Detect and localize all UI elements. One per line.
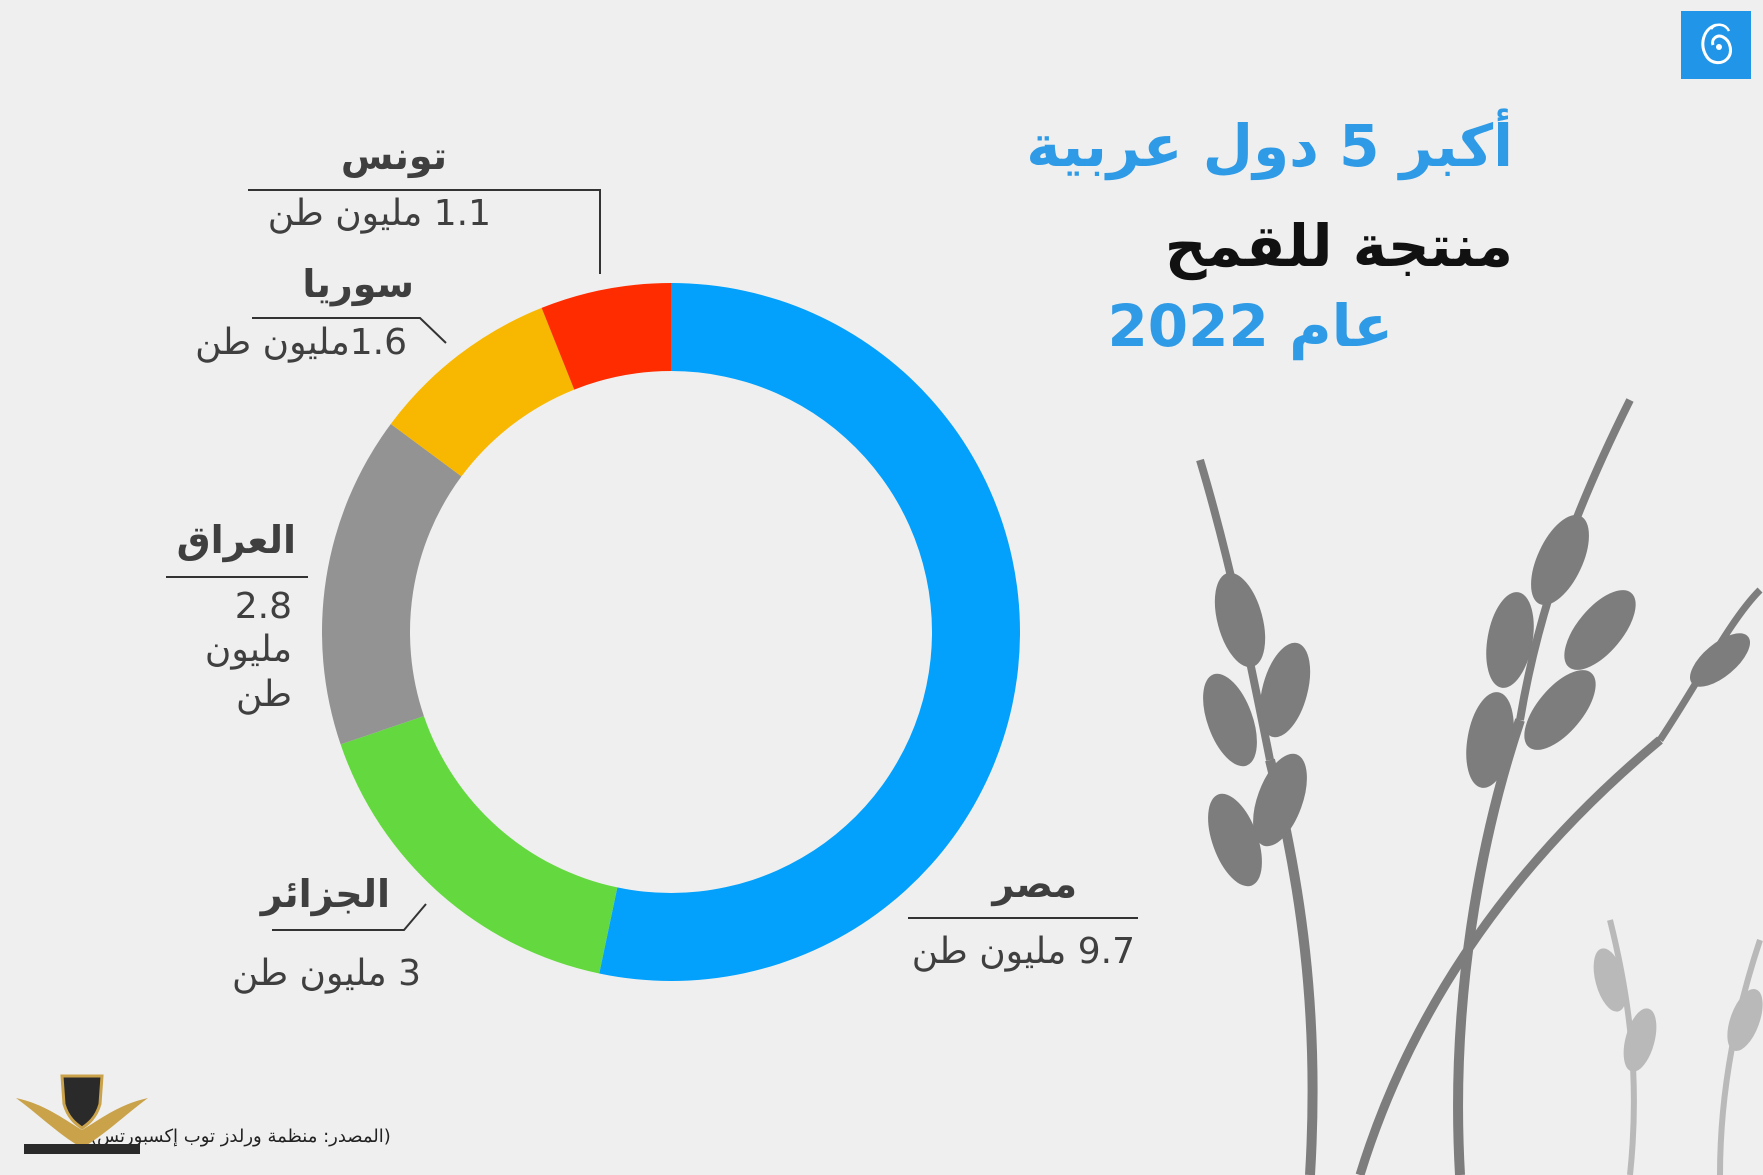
label-iraq-value-line-1: 2.8 (234, 586, 292, 627)
slice-algeria (340, 716, 618, 974)
label-tunisia-value: 1.1 مليون طن (267, 193, 491, 234)
label-egypt-value: 9.7 مليون طن (911, 931, 1135, 972)
label-iraq-value-line-2: مليون (204, 629, 292, 670)
label-tunisia-name: تونس (340, 134, 447, 178)
label-iraq-name: العراق (176, 518, 296, 562)
label-syria-name: سوريا (302, 262, 414, 306)
label-iraq-value-line-3: طن (235, 674, 292, 715)
slice-egypt (599, 283, 1020, 981)
slice-syria (390, 307, 575, 477)
title-line-3: عام 2022 (1107, 292, 1393, 360)
slice-iraq (322, 423, 462, 745)
label-egypt-name: مصر (992, 862, 1077, 906)
forum-shield-watermark-icon (16, 1074, 148, 1154)
title-line-2: منتجة للقمح (1164, 212, 1513, 280)
wheat-stalks-icon (1196, 398, 1763, 1175)
aljazeera-logo-icon (1681, 11, 1751, 79)
slice-tunisia (541, 283, 671, 390)
label-syria-value: 1.6مليون طن (195, 322, 407, 363)
leader-lines (166, 189, 1138, 931)
source-note: (المصدر: منظمة ورلدز توب إكسبورتس) (90, 1126, 391, 1147)
label-algeria-name: الجزائر (260, 872, 390, 916)
label-algeria-value: 3 مليون طن (232, 953, 421, 994)
title-line-1: أكبر 5 دول عربية (1026, 112, 1513, 180)
